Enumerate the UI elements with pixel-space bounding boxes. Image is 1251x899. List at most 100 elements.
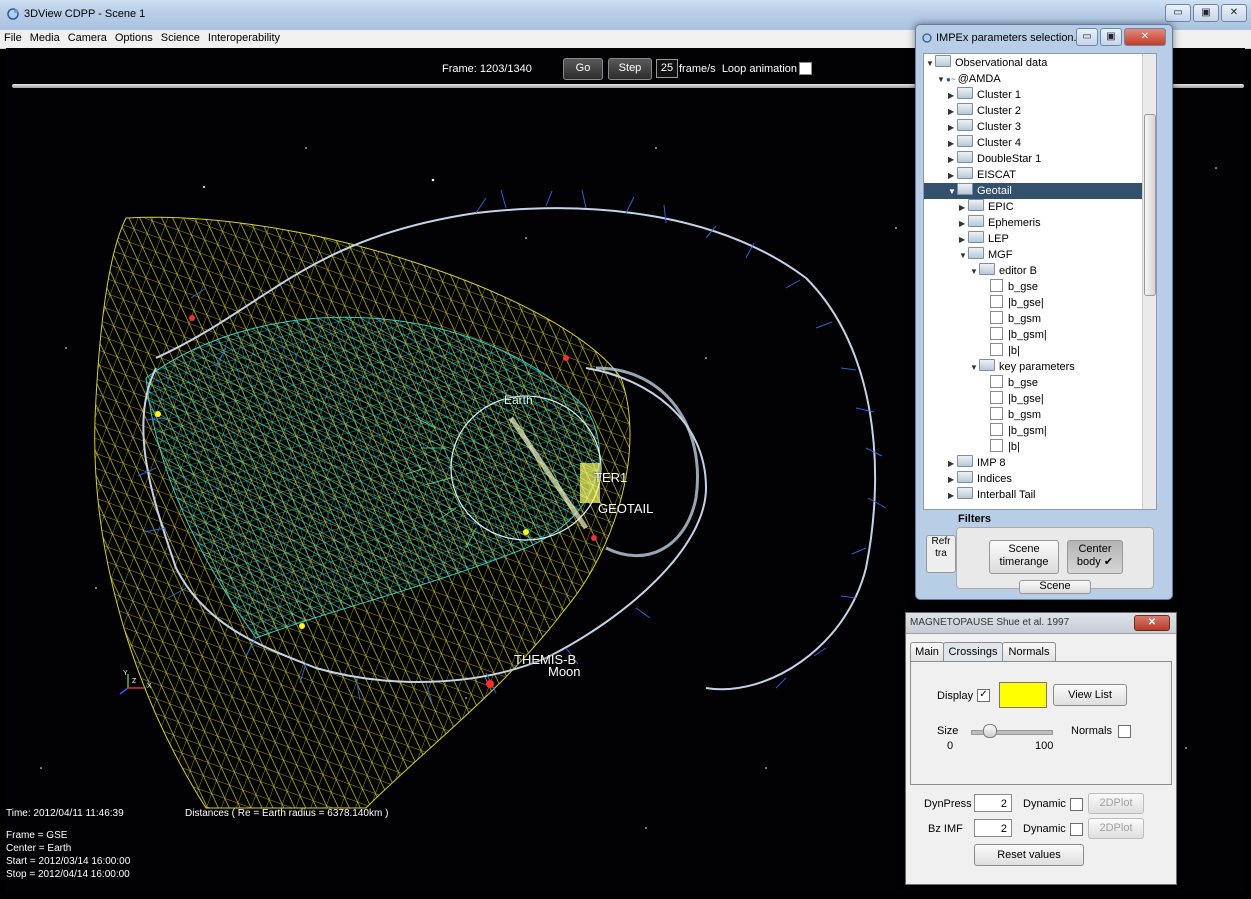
impex-maximize-button[interactable]: ▣ bbox=[1100, 28, 1122, 46]
parameter-checkbox[interactable] bbox=[990, 439, 1003, 452]
tree-scroll-thumb[interactable] bbox=[1144, 114, 1156, 296]
tree-folder-item[interactable]: ▼ MGF bbox=[924, 247, 1156, 263]
tree-folder-item[interactable]: ▶ Cluster 3 bbox=[924, 119, 1156, 135]
expand-right-icon[interactable]: ▶ bbox=[948, 107, 955, 116]
tree-folder-item[interactable]: ▶ Cluster 2 bbox=[924, 103, 1156, 119]
parameter-checkbox[interactable] bbox=[990, 279, 1003, 292]
menu-options[interactable]: Options bbox=[114, 32, 153, 44]
expand-down-icon[interactable]: ▼ bbox=[970, 363, 978, 372]
expand-down-icon[interactable]: ▼ bbox=[959, 251, 967, 260]
bzimf-2dplot-button[interactable]: 2DPlot bbox=[1088, 818, 1144, 839]
tree-folder-item[interactable]: ▶ Indices bbox=[924, 471, 1156, 487]
menu-interoperability[interactable]: Interoperability bbox=[207, 32, 281, 44]
menu-file[interactable]: File bbox=[4, 32, 22, 44]
expand-down-icon[interactable]: ▼ bbox=[948, 187, 956, 196]
tree-parameter-item[interactable]: b_gse bbox=[924, 279, 1156, 295]
bzimf-input[interactable]: 2 bbox=[974, 819, 1012, 837]
expand-right-icon[interactable]: ▶ bbox=[948, 491, 955, 500]
tree-parameter-item[interactable]: |b_gse| bbox=[924, 391, 1156, 407]
refresh-trajectories-button[interactable]: Refr tra bbox=[926, 535, 956, 573]
expand-right-icon[interactable]: ▶ bbox=[948, 459, 955, 468]
expand-right-icon[interactable]: ▶ bbox=[948, 91, 955, 100]
tree-folder-item[interactable]: ▶ Cluster 1 bbox=[924, 87, 1156, 103]
parameter-checkbox[interactable] bbox=[990, 407, 1003, 420]
menu-camera[interactable]: Camera bbox=[67, 32, 107, 44]
reset-values-button[interactable]: Reset values bbox=[974, 844, 1084, 866]
tree-parameter-item[interactable]: b_gsm bbox=[924, 407, 1156, 423]
scene-button[interactable]: Scene bbox=[1019, 580, 1091, 594]
parameter-checkbox[interactable] bbox=[990, 423, 1003, 436]
expand-right-icon[interactable]: ▶ bbox=[948, 139, 955, 148]
tree-folder-item[interactable]: ▼ key parameters bbox=[924, 359, 1156, 375]
expand-right-icon[interactable]: ▶ bbox=[948, 171, 955, 180]
tree-parameter-item[interactable]: |b_gse| bbox=[924, 295, 1156, 311]
impex-minimize-button[interactable]: ▭ bbox=[1076, 28, 1098, 46]
expand-right-icon[interactable]: ▶ bbox=[959, 235, 966, 244]
tree-parameter-item[interactable]: |b| bbox=[924, 439, 1156, 455]
menu-science[interactable]: Science bbox=[160, 32, 200, 44]
loop-animation-checkbox[interactable] bbox=[799, 62, 812, 75]
parameter-checkbox[interactable] bbox=[990, 375, 1003, 388]
impex-close-button[interactable]: ✕ bbox=[1124, 28, 1166, 46]
scene-timerange-button[interactable]: Scene timerange bbox=[989, 540, 1059, 574]
tree-parameter-item[interactable]: b_gsm bbox=[924, 311, 1156, 327]
tree-scrollbar[interactable] bbox=[1142, 54, 1156, 509]
expand-down-icon[interactable]: ▼ bbox=[970, 267, 978, 276]
tree-parameter-item[interactable]: |b_gsm| bbox=[924, 327, 1156, 343]
magnetopause-titlebar[interactable]: MAGNETOPAUSE Shue et al. 1997 ✕ bbox=[906, 613, 1176, 634]
tab-normals[interactable]: Normals bbox=[1002, 642, 1056, 661]
tree-folder-item[interactable]: ▼ Observational data bbox=[924, 55, 1144, 71]
parameter-checkbox[interactable] bbox=[990, 311, 1003, 324]
size-slider-thumb[interactable] bbox=[983, 724, 997, 738]
maximize-button[interactable]: ▣ bbox=[1193, 4, 1219, 22]
tree-folder-item[interactable]: ▼ editor B bbox=[924, 263, 1156, 279]
tree-folder-item[interactable]: ▼●~ @AMDA bbox=[924, 71, 1155, 87]
minimize-button[interactable]: ▭ bbox=[1165, 4, 1191, 22]
go-button[interactable]: Go bbox=[563, 58, 603, 80]
expand-right-icon[interactable]: ▶ bbox=[948, 155, 955, 164]
tree-folder-item[interactable]: ▶ Interball Tail bbox=[924, 487, 1156, 503]
parameter-checkbox[interactable] bbox=[990, 343, 1003, 356]
tree-folder-item[interactable]: ▶ Ephemeris bbox=[924, 215, 1156, 231]
parameter-tree[interactable]: ▼ Observational data ▼●~ @AMDA ▶ Cluster 1 ▶ C… bbox=[923, 53, 1157, 510]
tree-parameter-item[interactable]: b_gse bbox=[924, 375, 1156, 391]
tree-folder-item[interactable]: ▶ IMP 8 bbox=[924, 455, 1156, 471]
tree-folder-item[interactable]: ▼ Geotail bbox=[924, 183, 1156, 199]
dynpress-input[interactable]: 2 bbox=[974, 794, 1012, 812]
tree-folder-item[interactable]: ▶ EPIC bbox=[924, 199, 1156, 215]
dynpress-2dplot-button[interactable]: 2DPlot bbox=[1088, 793, 1144, 814]
close-button[interactable]: ✕ bbox=[1221, 4, 1247, 22]
expand-right-icon[interactable]: ▶ bbox=[959, 203, 966, 212]
main-window-titlebar[interactable]: 3DView CDPP - Scene 1 ▭ ▣ ✕ bbox=[0, 0, 1251, 31]
menu-media[interactable]: Media bbox=[29, 32, 60, 44]
bzimf-dynamic-checkbox[interactable] bbox=[1070, 823, 1083, 836]
tab-main[interactable]: Main bbox=[910, 642, 944, 661]
size-slider-track[interactable] bbox=[971, 730, 1053, 735]
tab-crossings[interactable]: Crossings bbox=[943, 642, 1003, 662]
parameter-checkbox[interactable] bbox=[990, 391, 1003, 404]
parameter-checkbox[interactable] bbox=[990, 295, 1003, 308]
magnetopause-close-button[interactable]: ✕ bbox=[1134, 615, 1170, 631]
tree-folder-item[interactable]: ▶ Cluster 4 bbox=[924, 135, 1156, 151]
timeline-slider[interactable] bbox=[12, 84, 1244, 88]
expand-right-icon[interactable]: ▶ bbox=[959, 219, 966, 228]
tree-folder-item[interactable]: ▶ DoubleStar 1 bbox=[924, 151, 1156, 167]
center-body-button[interactable]: Center body ✔ bbox=[1067, 540, 1123, 574]
view-list-button[interactable]: View List bbox=[1053, 684, 1127, 706]
display-checkbox[interactable]: ✓ bbox=[977, 689, 990, 702]
tree-parameter-item[interactable]: |b_gsm| bbox=[924, 423, 1156, 439]
crossing-color-swatch[interactable] bbox=[999, 682, 1047, 708]
expand-right-icon[interactable]: ▶ bbox=[948, 123, 955, 132]
tree-folder-item[interactable]: ▶ LEP bbox=[924, 231, 1156, 247]
step-button[interactable]: Step bbox=[608, 58, 652, 80]
tree-parameter-item[interactable]: |b| bbox=[924, 343, 1156, 359]
magnetopause-dialog[interactable]: MAGNETOPAUSE Shue et al. 1997 ✕ Main Cro… bbox=[905, 612, 1177, 885]
expand-down-icon[interactable]: ▼ bbox=[926, 59, 934, 68]
fps-input[interactable]: 25 bbox=[656, 59, 678, 78]
expand-right-icon[interactable]: ▶ bbox=[948, 475, 955, 484]
parameter-checkbox[interactable] bbox=[990, 327, 1003, 340]
dynpress-dynamic-checkbox[interactable] bbox=[1070, 798, 1083, 811]
impex-dialog[interactable]: IMPEx parameters selection... ▭ ▣ ✕ ▼ Obs… bbox=[915, 24, 1173, 600]
expand-down-icon[interactable]: ▼ bbox=[937, 75, 945, 84]
tree-folder-item[interactable]: ▶ EISCAT bbox=[924, 167, 1156, 183]
